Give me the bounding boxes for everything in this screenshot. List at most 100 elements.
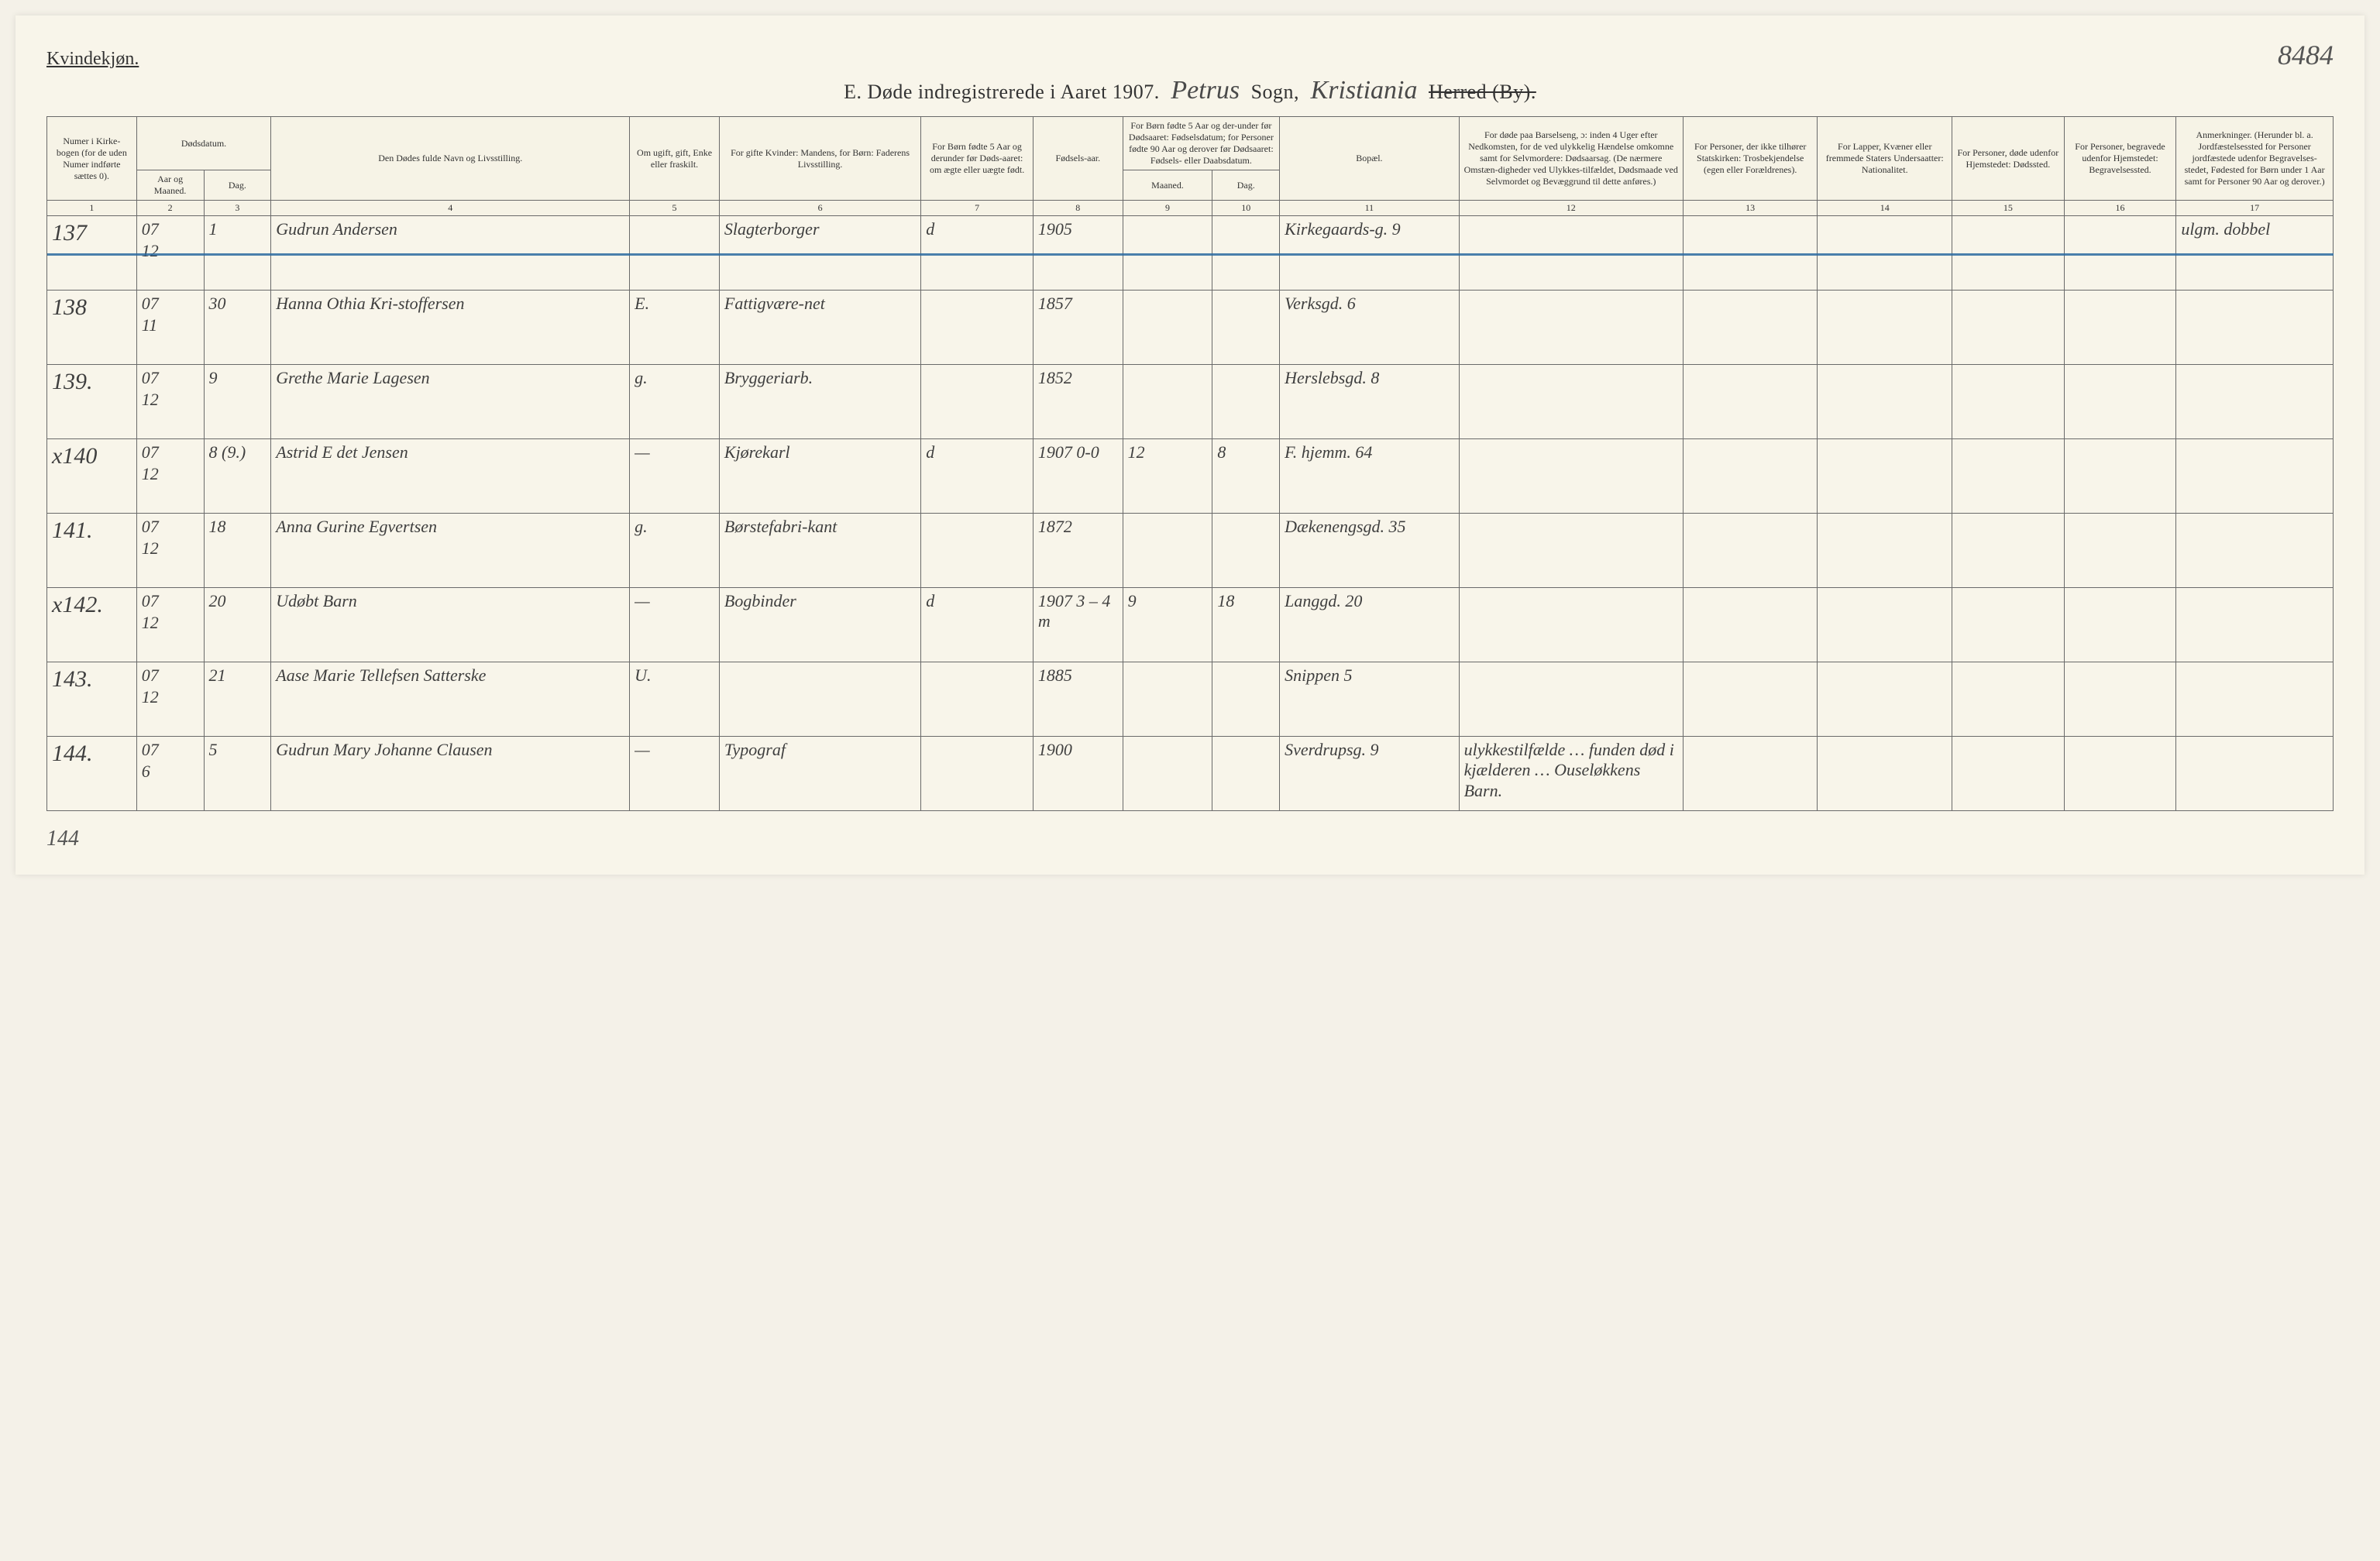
- cell-aegte: [921, 662, 1034, 737]
- cell-bopel: Verksgd. 6: [1280, 291, 1459, 365]
- cell-aar-maaned: 0712: [136, 439, 204, 514]
- cell-aar-maaned: 076: [136, 737, 204, 811]
- cell-dsted: [1952, 662, 2065, 737]
- title-row: E. Døde indregistrerede i Aaret 1907. Pe…: [46, 76, 2334, 105]
- cell-stand: —: [630, 439, 720, 514]
- cell-fader: Fattigvære-net: [719, 291, 920, 365]
- cell-begr: [2064, 291, 2176, 365]
- colnum: 13: [1683, 201, 1818, 216]
- cell-dsted: [1952, 365, 2065, 439]
- cell-anm: [2176, 365, 2334, 439]
- hdr-c2: Dødsdatum.: [136, 117, 271, 170]
- gender-label: Kvindekjøn.: [46, 49, 139, 70]
- cell-dsted: [1952, 514, 2065, 588]
- cell-aar-maaned: 0712: [136, 365, 204, 439]
- cell-aar-maaned: 0712: [136, 588, 204, 662]
- cell-fd: [1212, 216, 1280, 291]
- table-row: 139.07129Grethe Marie Lageseng.Bryggeria…: [47, 365, 2334, 439]
- colnum: 5: [630, 201, 720, 216]
- hdr-c11: Bopæl.: [1280, 117, 1459, 201]
- cell-nat: [1818, 514, 1952, 588]
- cell-dsted: [1952, 216, 2065, 291]
- cell-begr: [2064, 737, 2176, 811]
- cell-tros: [1683, 439, 1818, 514]
- cell-anm: [2176, 514, 2334, 588]
- cell-aar-maaned: 0712: [136, 216, 204, 291]
- district-script: Kristiania: [1305, 76, 1424, 105]
- cell-tros: [1683, 365, 1818, 439]
- cell-tros: [1683, 588, 1818, 662]
- colnum: 17: [2176, 201, 2334, 216]
- cell-aarsag: [1459, 216, 1683, 291]
- cell-nat: [1818, 588, 1952, 662]
- colnum: 9: [1123, 201, 1212, 216]
- parish-script: Petrus: [1164, 76, 1246, 105]
- table-row: 141.071218Anna Gurine Egvertseng.Børstef…: [47, 514, 2334, 588]
- hdr-c8: Fødsels-aar.: [1033, 117, 1123, 201]
- cell-idx: 143.: [47, 662, 137, 737]
- cell-faar: 1905: [1033, 216, 1123, 291]
- colnum: 11: [1280, 201, 1459, 216]
- cell-dag: 1: [204, 216, 271, 291]
- cell-idx: 138: [47, 291, 137, 365]
- cell-aegte: [921, 291, 1034, 365]
- cell-fd: [1212, 737, 1280, 811]
- cell-dag: 9: [204, 365, 271, 439]
- hdr-c6: For gifte Kvinder: Mandens, for Børn: Fa…: [719, 117, 920, 201]
- colnum: 10: [1212, 201, 1280, 216]
- cell-anm: [2176, 737, 2334, 811]
- cell-dag: 8 (9.): [204, 439, 271, 514]
- colnum: 3: [204, 201, 271, 216]
- hdr-c2b: Dag.: [204, 170, 271, 201]
- table-row: 138071130Hanna Othia Kri-stoffersenE.Fat…: [47, 291, 2334, 365]
- cell-stand: —: [630, 737, 720, 811]
- cell-nat: [1818, 662, 1952, 737]
- cell-dag: 18: [204, 514, 271, 588]
- hdr-c15: For Personer, døde udenfor Hjemstedet: D…: [1952, 117, 2065, 201]
- cell-begr: [2064, 365, 2176, 439]
- cell-fm: 12: [1123, 439, 1212, 514]
- cell-anm: [2176, 662, 2334, 737]
- hdr-c12: For døde paa Barselseng, ɔ: inden 4 Uger…: [1459, 117, 1683, 201]
- cell-aarsag: [1459, 662, 1683, 737]
- cell-anm: [2176, 588, 2334, 662]
- hdr-c10: Dag.: [1212, 170, 1280, 201]
- cell-faar: 1852: [1033, 365, 1123, 439]
- ledger-page: Kvindekjøn. 8484 E. Døde indregistrerede…: [15, 15, 2365, 875]
- cell-tros: [1683, 737, 1818, 811]
- cell-navn: Aase Marie Tellefsen Satterske: [271, 662, 630, 737]
- table-row: x142.071220Udøbt Barn—Bogbinderd1907 3 –…: [47, 588, 2334, 662]
- cell-navn: Grethe Marie Lagesen: [271, 365, 630, 439]
- cell-begr: [2064, 439, 2176, 514]
- cell-aarsag: [1459, 291, 1683, 365]
- cell-stand: g.: [630, 514, 720, 588]
- cell-fader: Børstefabri-kant: [719, 514, 920, 588]
- colnum: 6: [719, 201, 920, 216]
- cell-faar: 1857: [1033, 291, 1123, 365]
- cell-aarsag: [1459, 514, 1683, 588]
- hdr-c9-10: For Børn fødte 5 Aar og der-under før Dø…: [1123, 117, 1280, 170]
- cell-bopel: Snippen 5: [1280, 662, 1459, 737]
- cell-aegte: [921, 737, 1034, 811]
- cell-fm: 9: [1123, 588, 1212, 662]
- cell-tros: [1683, 216, 1818, 291]
- cell-dag: 5: [204, 737, 271, 811]
- cell-fader: Slagterborger: [719, 216, 920, 291]
- cell-idx: 137: [47, 216, 137, 291]
- hdr-c14: For Lapper, Kvæner eller fremmede Stater…: [1818, 117, 1952, 201]
- herred-label: Herred (By).: [1429, 81, 1536, 103]
- colnum: 1: [47, 201, 137, 216]
- cell-faar: 1907 3 – 4 m: [1033, 588, 1123, 662]
- hdr-c7: For Børn fødte 5 Aar og derunder før Død…: [921, 117, 1034, 201]
- cell-nat: [1818, 737, 1952, 811]
- colnum-row: 1 2 3 4 5 6 7 8 9 10 11 12 13 14 15 16 1…: [47, 201, 2334, 216]
- cell-nat: [1818, 365, 1952, 439]
- cell-stand: —: [630, 588, 720, 662]
- cell-anm: [2176, 291, 2334, 365]
- cell-bopel: Kirkegaards-g. 9: [1280, 216, 1459, 291]
- cell-begr: [2064, 216, 2176, 291]
- cell-bopel: Sverdrupsg. 9: [1280, 737, 1459, 811]
- cell-stand: [630, 216, 720, 291]
- hdr-c16: For Personer, begravede udenfor Hjemsted…: [2064, 117, 2176, 201]
- cell-idx: x140: [47, 439, 137, 514]
